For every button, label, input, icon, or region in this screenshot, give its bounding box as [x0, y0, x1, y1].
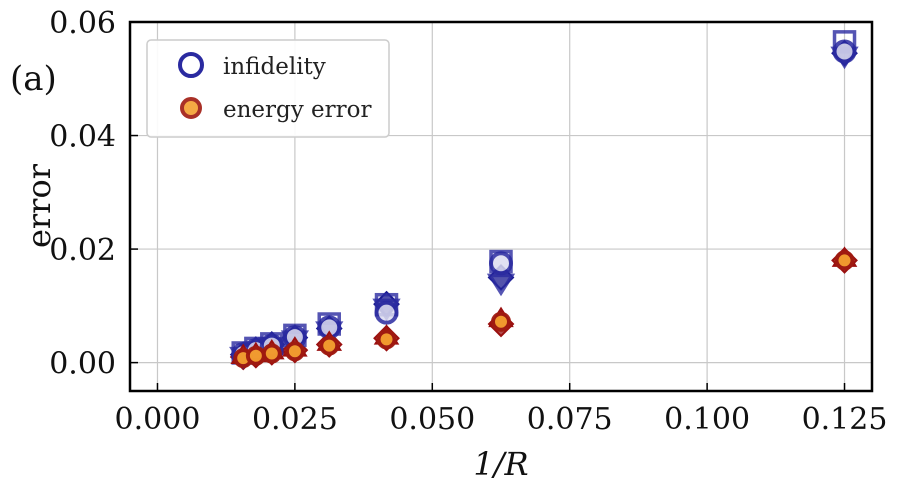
y-tick-label: 0.00	[49, 347, 116, 382]
legend: infidelity energy error	[146, 39, 390, 138]
data-point	[261, 343, 282, 364]
data-point	[486, 273, 516, 297]
data-point	[489, 251, 513, 276]
data-point	[491, 311, 511, 332]
y-tick-label: 0.02	[49, 233, 116, 268]
x-tick-label: 0.000	[115, 402, 201, 437]
x-tick-label: 0.100	[664, 402, 750, 437]
data-point	[374, 300, 399, 325]
data-point	[832, 39, 857, 64]
data-markers	[229, 30, 859, 371]
x-tick-label: 0.075	[527, 402, 613, 437]
data-point	[284, 341, 305, 362]
x-tick-label: 0.050	[389, 402, 475, 437]
y-tick-label: 0.06	[49, 6, 116, 41]
x-tick-label: 0.025	[252, 402, 338, 437]
legend-marker-energy-error	[180, 97, 202, 119]
x-tick-label: 0.125	[802, 402, 888, 437]
x-axis-label: 1/R	[473, 445, 528, 483]
legend-label-infidelity: infidelity	[223, 54, 326, 80]
plot-frame	[128, 20, 874, 393]
y-axis-label: error	[20, 163, 58, 248]
legend-marker-infidelity	[178, 52, 204, 78]
legend-label-energy-error: energy error	[223, 97, 372, 123]
data-point	[376, 329, 397, 350]
data-point	[319, 335, 340, 356]
data-point	[245, 345, 266, 366]
panel-label: (a)	[10, 59, 57, 99]
data-point	[834, 250, 855, 271]
axis-ticks: 0.000 0.025 0.050 0.075 0.100 0.125 0.00 0.02 0.…	[49, 6, 887, 437]
legend-box	[146, 39, 390, 138]
y-tick-label: 0.04	[49, 120, 116, 155]
